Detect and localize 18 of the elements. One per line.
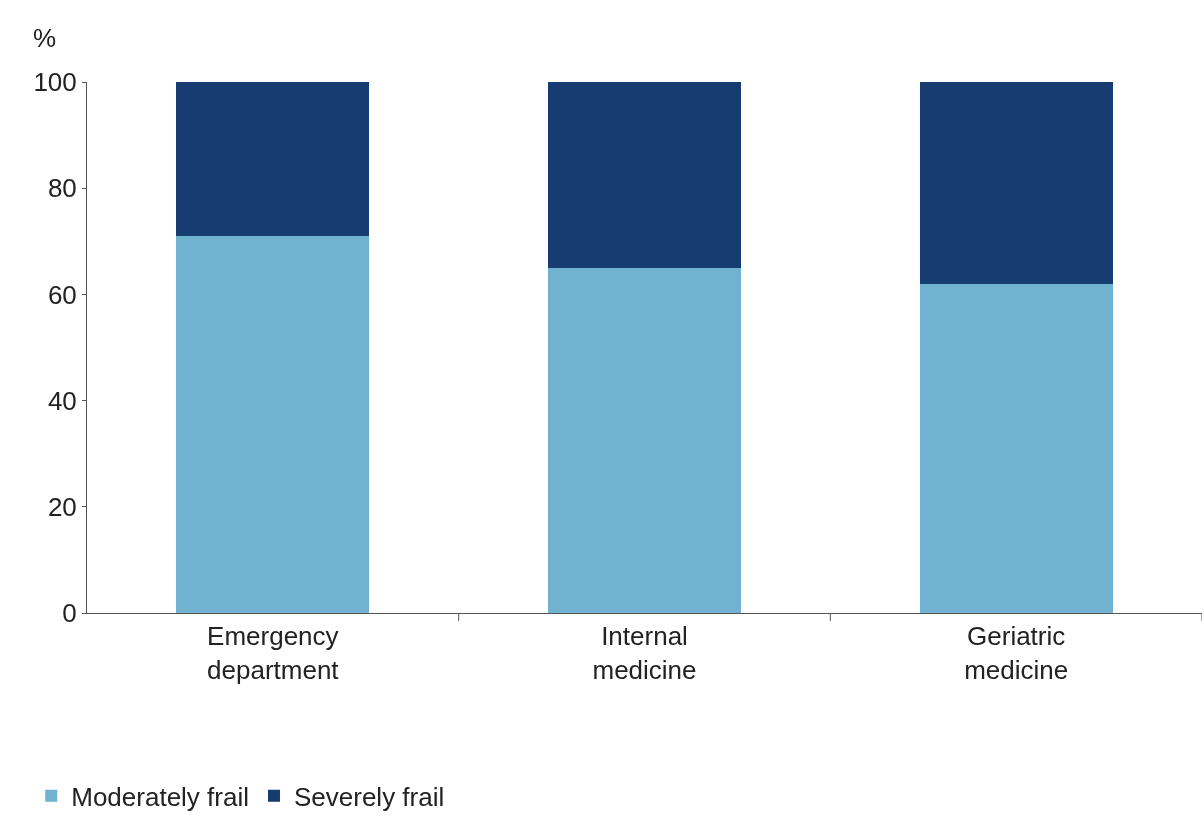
y-tick-label: 60 (47, 279, 77, 310)
bar (547, 82, 742, 268)
x-tick-label: Geriatric medicine (964, 621, 1069, 685)
y-tick-label: 100 (33, 67, 77, 98)
bar (176, 235, 370, 613)
x-tick-label: Emergency department (207, 621, 340, 685)
y-tick-label: 0 (62, 598, 77, 629)
y-tick-label: 40 (47, 385, 77, 416)
bar (176, 82, 370, 236)
bar (919, 283, 1113, 613)
bar (547, 267, 742, 613)
y-axis-title: % (33, 23, 57, 53)
y-tick-label: 80 (47, 173, 77, 204)
legend-label: Moderately frail (71, 781, 249, 812)
y-tick-label: 20 (47, 491, 77, 522)
bar (919, 82, 1113, 284)
legend-label: Severely frail (293, 781, 445, 812)
x-tick-label: Internal medicine (592, 621, 697, 685)
